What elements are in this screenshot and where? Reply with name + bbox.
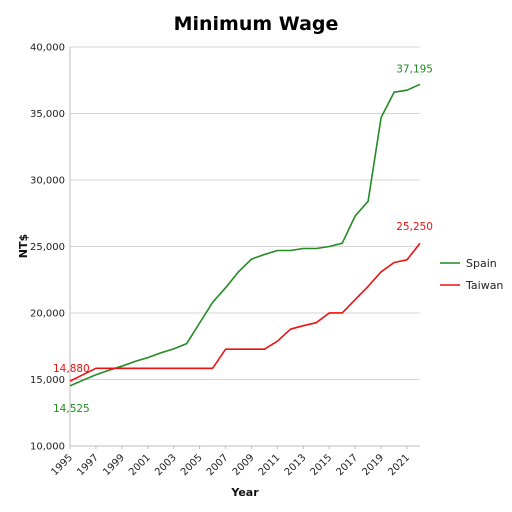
y-tick-label: 15,000: [30, 375, 65, 386]
x-tick-label: 2005: [179, 452, 205, 478]
grid-lines: [70, 46, 420, 447]
legend-label-spain: Spain: [466, 257, 497, 270]
data-label-taiwan: 14,880: [53, 363, 90, 375]
x-tick-label: 2021: [386, 452, 412, 478]
data-label-spain: 14,525: [53, 403, 90, 415]
x-tick-label: 2007: [205, 452, 231, 478]
y-tick-label: 30,000: [30, 176, 65, 187]
legend-label-taiwan: Taiwan: [465, 279, 503, 292]
axes: [69, 47, 420, 447]
y-axis-title: NT$: [17, 234, 30, 258]
x-tick-label: 1999: [101, 452, 127, 478]
data-annotations: 14,525 37,195 14,880 25,250: [53, 63, 433, 415]
series-line-spain: [69, 83, 421, 387]
x-tick-labels: 1995 1997 1999 2001 2003 2005 2007 2009 2011 2013…: [49, 446, 412, 478]
series-line-taiwan: [69, 242, 421, 382]
x-tick-label: 1995: [49, 452, 75, 478]
x-axis-title: Year: [230, 486, 259, 499]
y-tick-label: 25,000: [30, 242, 65, 253]
x-tick-label: 2015: [309, 452, 335, 478]
y-tick-labels: 10,000 15,000 20,000 25,000 30,000 35,000 40,0…: [30, 43, 65, 453]
y-tick-label: 20,000: [30, 309, 65, 320]
x-tick-label: 2017: [335, 452, 361, 478]
data-label-taiwan: 25,250: [396, 221, 433, 233]
chart-title: Minimum Wage: [174, 13, 339, 35]
x-tick-label: 2009: [231, 452, 257, 478]
x-tick-label: 2013: [283, 452, 309, 478]
x-tick-label: 2003: [153, 452, 179, 478]
legend: Spain Taiwan: [440, 257, 503, 292]
x-tick-label: 2019: [360, 452, 386, 478]
y-tick-label: 35,000: [30, 109, 65, 120]
x-tick-label: 2011: [257, 452, 283, 478]
y-tick-label: 40,000: [30, 43, 65, 54]
x-tick-label: 1997: [75, 452, 101, 478]
x-tick-label: 2001: [127, 452, 153, 478]
series-lines: [69, 83, 421, 387]
data-label-spain: 37,195: [396, 63, 433, 75]
y-tick-label: 10,000: [30, 442, 65, 453]
